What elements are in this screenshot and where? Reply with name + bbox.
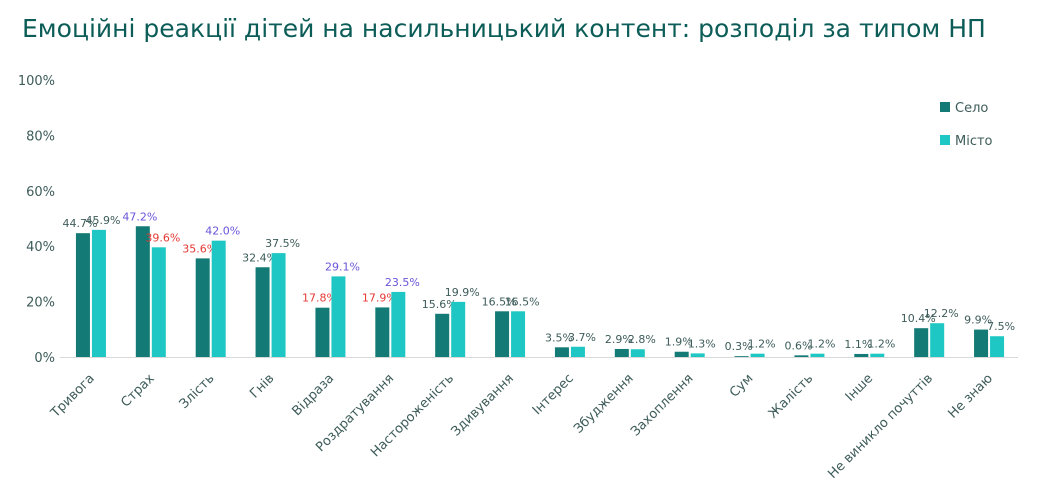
x-category-label: Тривога	[48, 371, 98, 421]
data-label: 32.4%	[242, 251, 277, 264]
legend-swatch	[940, 135, 950, 145]
bar-misto	[690, 353, 705, 357]
x-category-label: Інтерес	[530, 371, 577, 418]
data-label: 3.5%	[545, 331, 573, 344]
data-label: 0.3%	[725, 340, 753, 353]
data-label: 44.7%	[62, 217, 97, 230]
bar-selo	[614, 348, 629, 357]
x-category-label: Злість	[177, 371, 218, 412]
data-label: 37.5%	[265, 237, 300, 250]
data-label: 9.9%	[964, 314, 992, 327]
x-category-label: Відраза	[289, 371, 337, 419]
bar-selo	[315, 307, 330, 357]
bar-selo	[255, 267, 270, 357]
bar-misto	[271, 253, 286, 357]
bar-selo	[75, 233, 90, 357]
data-label: 16.5%	[482, 295, 517, 308]
data-label: 23.5%	[385, 276, 420, 289]
y-tick-label: 0%	[34, 351, 55, 366]
data-label: 0.6%	[784, 339, 812, 352]
data-label: 42.0%	[205, 225, 240, 238]
y-tick-label: 20%	[26, 296, 55, 311]
data-label: 29.1%	[325, 260, 360, 273]
x-category-label: Сум	[727, 371, 756, 400]
x-category-label: Захоплення	[628, 371, 696, 439]
bar-misto	[511, 311, 526, 357]
x-category-label: Жалість	[766, 371, 816, 421]
data-label: 12.2%	[924, 307, 959, 320]
bar-selo	[974, 329, 989, 357]
x-category-label: Не знаю	[946, 371, 996, 421]
bar-misto	[391, 291, 406, 357]
data-label: 1.2%	[807, 338, 835, 351]
bar-misto	[151, 247, 166, 357]
bar-misto	[570, 346, 585, 357]
legend-label: Село	[955, 101, 988, 116]
data-label: 17.8%	[302, 292, 337, 305]
bar-selo	[674, 351, 689, 357]
bar-selo	[195, 258, 210, 357]
data-label: 7.5%	[987, 320, 1015, 333]
bar-misto	[810, 353, 825, 357]
bar-selo	[794, 355, 809, 357]
data-label: 17.9%	[362, 291, 397, 304]
y-tick-label: 80%	[26, 129, 55, 144]
bar-selo	[854, 353, 869, 357]
data-label: 2.8%	[628, 333, 656, 346]
bar-selo	[914, 328, 929, 357]
y-tick-label: 60%	[26, 185, 55, 200]
data-label: 45.9%	[85, 214, 120, 227]
data-label: 16.5%	[505, 295, 540, 308]
data-label: 1.3%	[688, 337, 716, 350]
bar-selo	[435, 313, 450, 357]
bar-selo	[554, 347, 569, 357]
legend-label: Місто	[955, 134, 993, 149]
chart-title: Емоційні реакції дітей на насильницький …	[22, 14, 986, 43]
legend-swatch	[940, 102, 950, 112]
x-category-label: Не виникло почуттів	[825, 371, 936, 482]
data-label: 1.2%	[867, 338, 895, 351]
x-category-label: Гнів	[247, 371, 277, 401]
bar-misto	[451, 301, 466, 357]
data-label: 2.9%	[605, 333, 633, 346]
bar-misto	[930, 323, 945, 357]
y-tick-label: 40%	[26, 240, 55, 255]
data-label: 19.9%	[445, 286, 480, 299]
bar-misto	[331, 276, 346, 357]
data-label: 1.1%	[844, 338, 872, 351]
data-label: 1.2%	[748, 338, 776, 351]
x-category-label: Інше	[843, 371, 876, 404]
bar-misto	[870, 353, 885, 357]
bar-misto	[91, 229, 106, 357]
y-tick-label: 100%	[18, 74, 55, 89]
data-label: 3.7%	[568, 331, 596, 344]
bar-selo	[734, 356, 749, 357]
bar-selo	[135, 226, 150, 357]
data-label: 1.9%	[665, 336, 693, 349]
bar-misto	[990, 336, 1005, 357]
data-label: 10.4%	[901, 312, 936, 325]
bar-selo	[375, 307, 390, 357]
x-category-label: Здивування	[449, 371, 517, 439]
data-label: 39.6%	[145, 231, 180, 244]
bar-selo	[495, 311, 510, 357]
data-label: 15.6%	[422, 298, 457, 311]
x-category-label: Збудження	[571, 371, 636, 436]
data-label: 35.6%	[182, 242, 217, 255]
bar-misto	[211, 240, 226, 357]
data-label: 47.2%	[122, 210, 157, 223]
bar-misto	[750, 353, 765, 357]
bar-misto	[630, 349, 645, 357]
x-category-label: Страх	[118, 371, 158, 411]
